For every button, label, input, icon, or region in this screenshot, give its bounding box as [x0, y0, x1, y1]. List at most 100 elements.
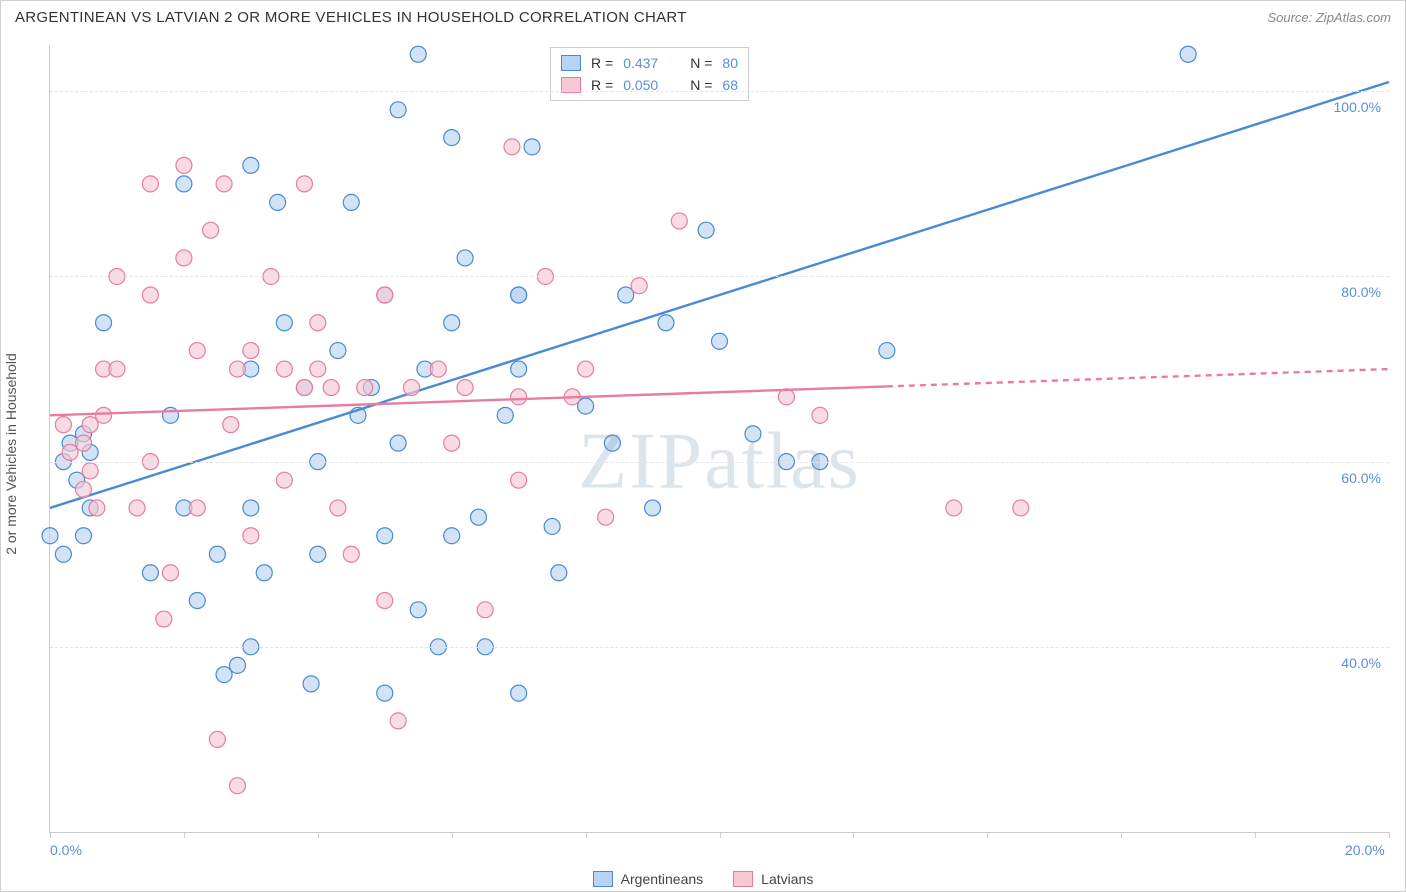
scatter-point [343, 546, 359, 562]
plot-area: ZIPatlas R =0.437N =80R =0.050N =68 40.0… [49, 45, 1389, 833]
scatter-point [156, 611, 172, 627]
y-tick-label: 60.0% [1341, 470, 1381, 486]
scatter-plot-svg [50, 45, 1389, 832]
gridline-h [50, 647, 1389, 648]
x-tick [1389, 832, 1390, 838]
scatter-point [223, 417, 239, 433]
x-tick-label: 20.0% [1345, 842, 1385, 858]
scatter-point [377, 685, 393, 701]
title-bar: ARGENTINEAN VS LATVIAN 2 OR MORE VEHICLE… [1, 1, 1405, 30]
scatter-point [243, 500, 259, 516]
legend-n-value: 80 [722, 55, 738, 71]
scatter-point [410, 602, 426, 618]
scatter-point [189, 343, 205, 359]
scatter-point [511, 685, 527, 701]
scatter-point [189, 500, 205, 516]
scatter-point [457, 380, 473, 396]
scatter-point [203, 222, 219, 238]
legend-item: Argentineans [593, 871, 704, 887]
scatter-point [343, 194, 359, 210]
trend-line-extrapolated [887, 369, 1389, 386]
scatter-point [189, 593, 205, 609]
scatter-point [330, 500, 346, 516]
scatter-point [879, 343, 895, 359]
scatter-point [229, 778, 245, 794]
scatter-point [176, 250, 192, 266]
legend-n-label: N = [690, 55, 712, 71]
gridline-h [50, 91, 1389, 92]
scatter-point [109, 361, 125, 377]
scatter-point [457, 250, 473, 266]
scatter-point [276, 361, 292, 377]
scatter-point [578, 361, 594, 377]
scatter-point [62, 444, 78, 460]
y-tick-label: 80.0% [1341, 284, 1381, 300]
scatter-point [256, 565, 272, 581]
scatter-point [216, 667, 232, 683]
scatter-point [470, 509, 486, 525]
x-tick [987, 832, 988, 838]
scatter-point [390, 435, 406, 451]
scatter-point [377, 593, 393, 609]
x-tick-label: 0.0% [50, 842, 82, 858]
scatter-point [357, 380, 373, 396]
scatter-point [511, 361, 527, 377]
scatter-point [75, 481, 91, 497]
scatter-point [658, 315, 674, 331]
legend-swatch [733, 871, 753, 887]
scatter-point [578, 398, 594, 414]
scatter-point [55, 546, 71, 562]
legend-r-value: 0.437 [623, 55, 658, 71]
scatter-point [698, 222, 714, 238]
x-tick [586, 832, 587, 838]
scatter-point [142, 287, 158, 303]
legend-label: Latvians [761, 871, 813, 887]
legend-row: R =0.050N =68 [561, 74, 738, 96]
scatter-point [618, 287, 634, 303]
scatter-point [163, 565, 179, 581]
scatter-point [82, 463, 98, 479]
scatter-point [604, 435, 620, 451]
scatter-point [310, 546, 326, 562]
y-tick-label: 100.0% [1334, 99, 1381, 115]
scatter-point [270, 194, 286, 210]
scatter-point [497, 407, 513, 423]
scatter-point [404, 380, 420, 396]
scatter-point [216, 176, 232, 192]
legend-item: Latvians [733, 871, 813, 887]
scatter-point [163, 407, 179, 423]
scatter-point [712, 333, 728, 349]
scatter-point [551, 565, 567, 581]
scatter-point [1180, 46, 1196, 62]
scatter-point [390, 713, 406, 729]
x-tick [184, 832, 185, 838]
scatter-point [671, 213, 687, 229]
scatter-point [812, 407, 828, 423]
trend-line [50, 82, 1389, 508]
scatter-point [75, 528, 91, 544]
scatter-point [598, 509, 614, 525]
scatter-point [142, 176, 158, 192]
scatter-point [243, 343, 259, 359]
correlation-legend: R =0.437N =80R =0.050N =68 [550, 47, 749, 101]
y-axis-label: 2 or more Vehicles in Household [3, 353, 19, 555]
legend-row: R =0.437N =80 [561, 52, 738, 74]
scatter-point [209, 546, 225, 562]
scatter-point [96, 315, 112, 331]
scatter-point [444, 435, 460, 451]
scatter-point [75, 435, 91, 451]
scatter-point [82, 417, 98, 433]
scatter-point [310, 361, 326, 377]
series-legend: Argentineans Latvians [1, 871, 1405, 887]
scatter-point [209, 731, 225, 747]
x-tick [452, 832, 453, 838]
scatter-point [330, 343, 346, 359]
scatter-point [524, 139, 540, 155]
scatter-point [377, 528, 393, 544]
legend-swatch [561, 55, 581, 71]
scatter-point [430, 361, 446, 377]
scatter-point [1013, 500, 1029, 516]
scatter-point [96, 407, 112, 423]
scatter-point [410, 46, 426, 62]
scatter-point [243, 157, 259, 173]
